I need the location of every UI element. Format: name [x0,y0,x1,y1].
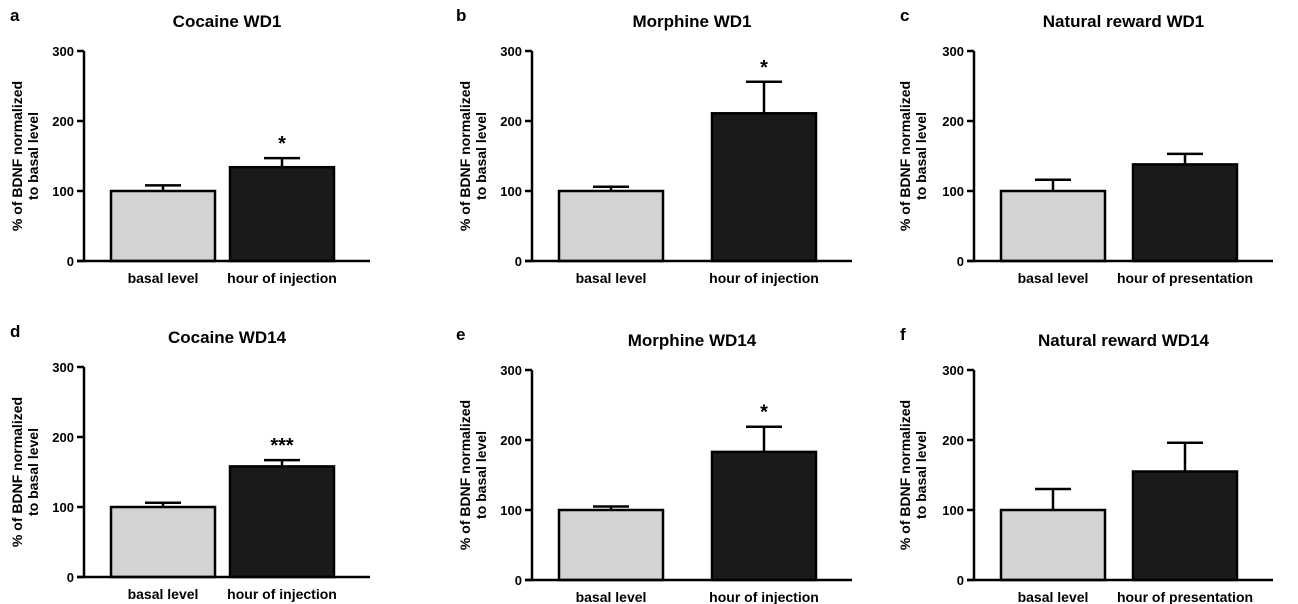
y-tick-label: 100 [500,184,522,199]
significance-label: * [760,402,768,424]
panel-title: Morphine WD14 [628,331,757,350]
category-label: hour of injection [227,270,337,286]
y-axis-label: % of BDNF normalizedto basal level [897,400,929,550]
y-axis-label-line: to basal level [473,431,489,519]
bar [999,189,1107,263]
y-axis-label-line: to basal level [25,428,41,516]
category-label: basal level [1018,589,1089,604]
y-tick-label: 200 [942,114,964,129]
category-label: basal level [128,586,199,602]
category-label: basal level [576,270,647,286]
y-tick-label: 100 [942,184,964,199]
bar [557,508,665,582]
y-tick-label: 100 [500,503,522,518]
y-axis-label: % of BDNF normalizedto basal level [9,397,41,547]
y-axis-label-line: % of BDNF normalized [9,81,25,231]
y-axis-label-line: % of BDNF normalized [457,400,473,550]
panel-e: e Morphine WD14 % of BDNF normalizedto bas… [456,325,852,604]
bar [557,189,665,263]
y-tick-label: 0 [515,254,522,269]
y-tick-label: 200 [52,114,74,129]
panel-letter: c [900,6,909,25]
y-tick-label: 200 [52,430,74,445]
y-axis-label: % of BDNF normalizedto basal level [457,400,489,550]
significance-label: * [760,57,768,79]
y-axis-label-line: % of BDNF normalized [897,81,913,231]
y-axis-label: % of BDNF normalizedto basal level [9,81,41,231]
y-axis-label-line: % of BDNF normalized [9,397,25,547]
y-axis-label: % of BDNF normalizedto basal level [457,81,489,231]
panel-d: d Cocaine WD14 % of BDNF normalizedto basa… [9,322,370,602]
y-tick-label: 300 [500,363,522,378]
panel-title: Cocaine WD1 [173,12,282,31]
panel-title: Natural reward WD14 [1038,331,1210,350]
y-tick-label: 0 [67,570,74,585]
significance-label: * [278,133,286,155]
category-label: hour of injection [709,270,819,286]
panel-f: f Natural reward WD14 % of BDNF normalized… [897,325,1273,604]
y-tick-label: 200 [942,433,964,448]
bar [999,508,1107,582]
bar [228,165,336,263]
y-tick-label: 200 [500,114,522,129]
panel-letter: e [456,325,465,344]
category-label: hour of presentation [1117,589,1253,604]
category-label: basal level [576,589,647,604]
panel-title: Cocaine WD14 [168,328,287,347]
y-tick-label: 300 [52,44,74,59]
panel-letter: b [456,6,466,25]
y-tick-label: 300 [500,44,522,59]
y-tick-label: 0 [515,573,522,588]
bar [109,505,217,579]
y-axis-label-line: % of BDNF normalized [897,400,913,550]
panel-letter: a [10,6,20,25]
y-axis-label-line: to basal level [913,431,929,519]
y-axis-label-line: to basal level [913,112,929,200]
category-label: hour of injection [227,586,337,602]
bar [710,112,818,263]
y-tick-label: 0 [957,573,964,588]
significance-label: *** [270,435,294,457]
bar [228,465,336,579]
panel-title: Natural reward WD1 [1043,12,1205,31]
y-axis-label-line: % of BDNF normalized [457,81,473,231]
panel-title: Morphine WD1 [633,12,752,31]
y-axis-label: % of BDNF normalizedto basal level [897,81,929,231]
panel-letter: f [900,325,906,344]
panel-c: c Natural reward WD1 % of BDNF normalizedt… [897,6,1273,286]
bar [109,189,217,263]
category-label: hour of injection [709,589,819,604]
y-tick-label: 300 [942,363,964,378]
bar [1131,470,1239,582]
y-tick-label: 0 [67,254,74,269]
category-label: basal level [128,270,199,286]
category-label: hour of presentation [1117,270,1253,286]
panel-b: b Morphine WD1 % of BDNF normalizedto basa… [456,6,852,286]
y-tick-label: 0 [957,254,964,269]
y-tick-label: 300 [52,360,74,375]
panel-a: a Cocaine WD1 % of BDNF normalizedto basal… [9,6,370,286]
y-tick-label: 100 [52,184,74,199]
y-axis-label-line: to basal level [25,112,41,200]
y-axis-label-line: to basal level [473,112,489,200]
y-tick-label: 100 [942,503,964,518]
bar [710,450,818,582]
category-label: basal level [1018,270,1089,286]
y-tick-label: 100 [52,500,74,515]
y-tick-label: 200 [500,433,522,448]
panel-letter: d [10,322,20,341]
bar [1131,163,1239,263]
y-tick-label: 300 [942,44,964,59]
